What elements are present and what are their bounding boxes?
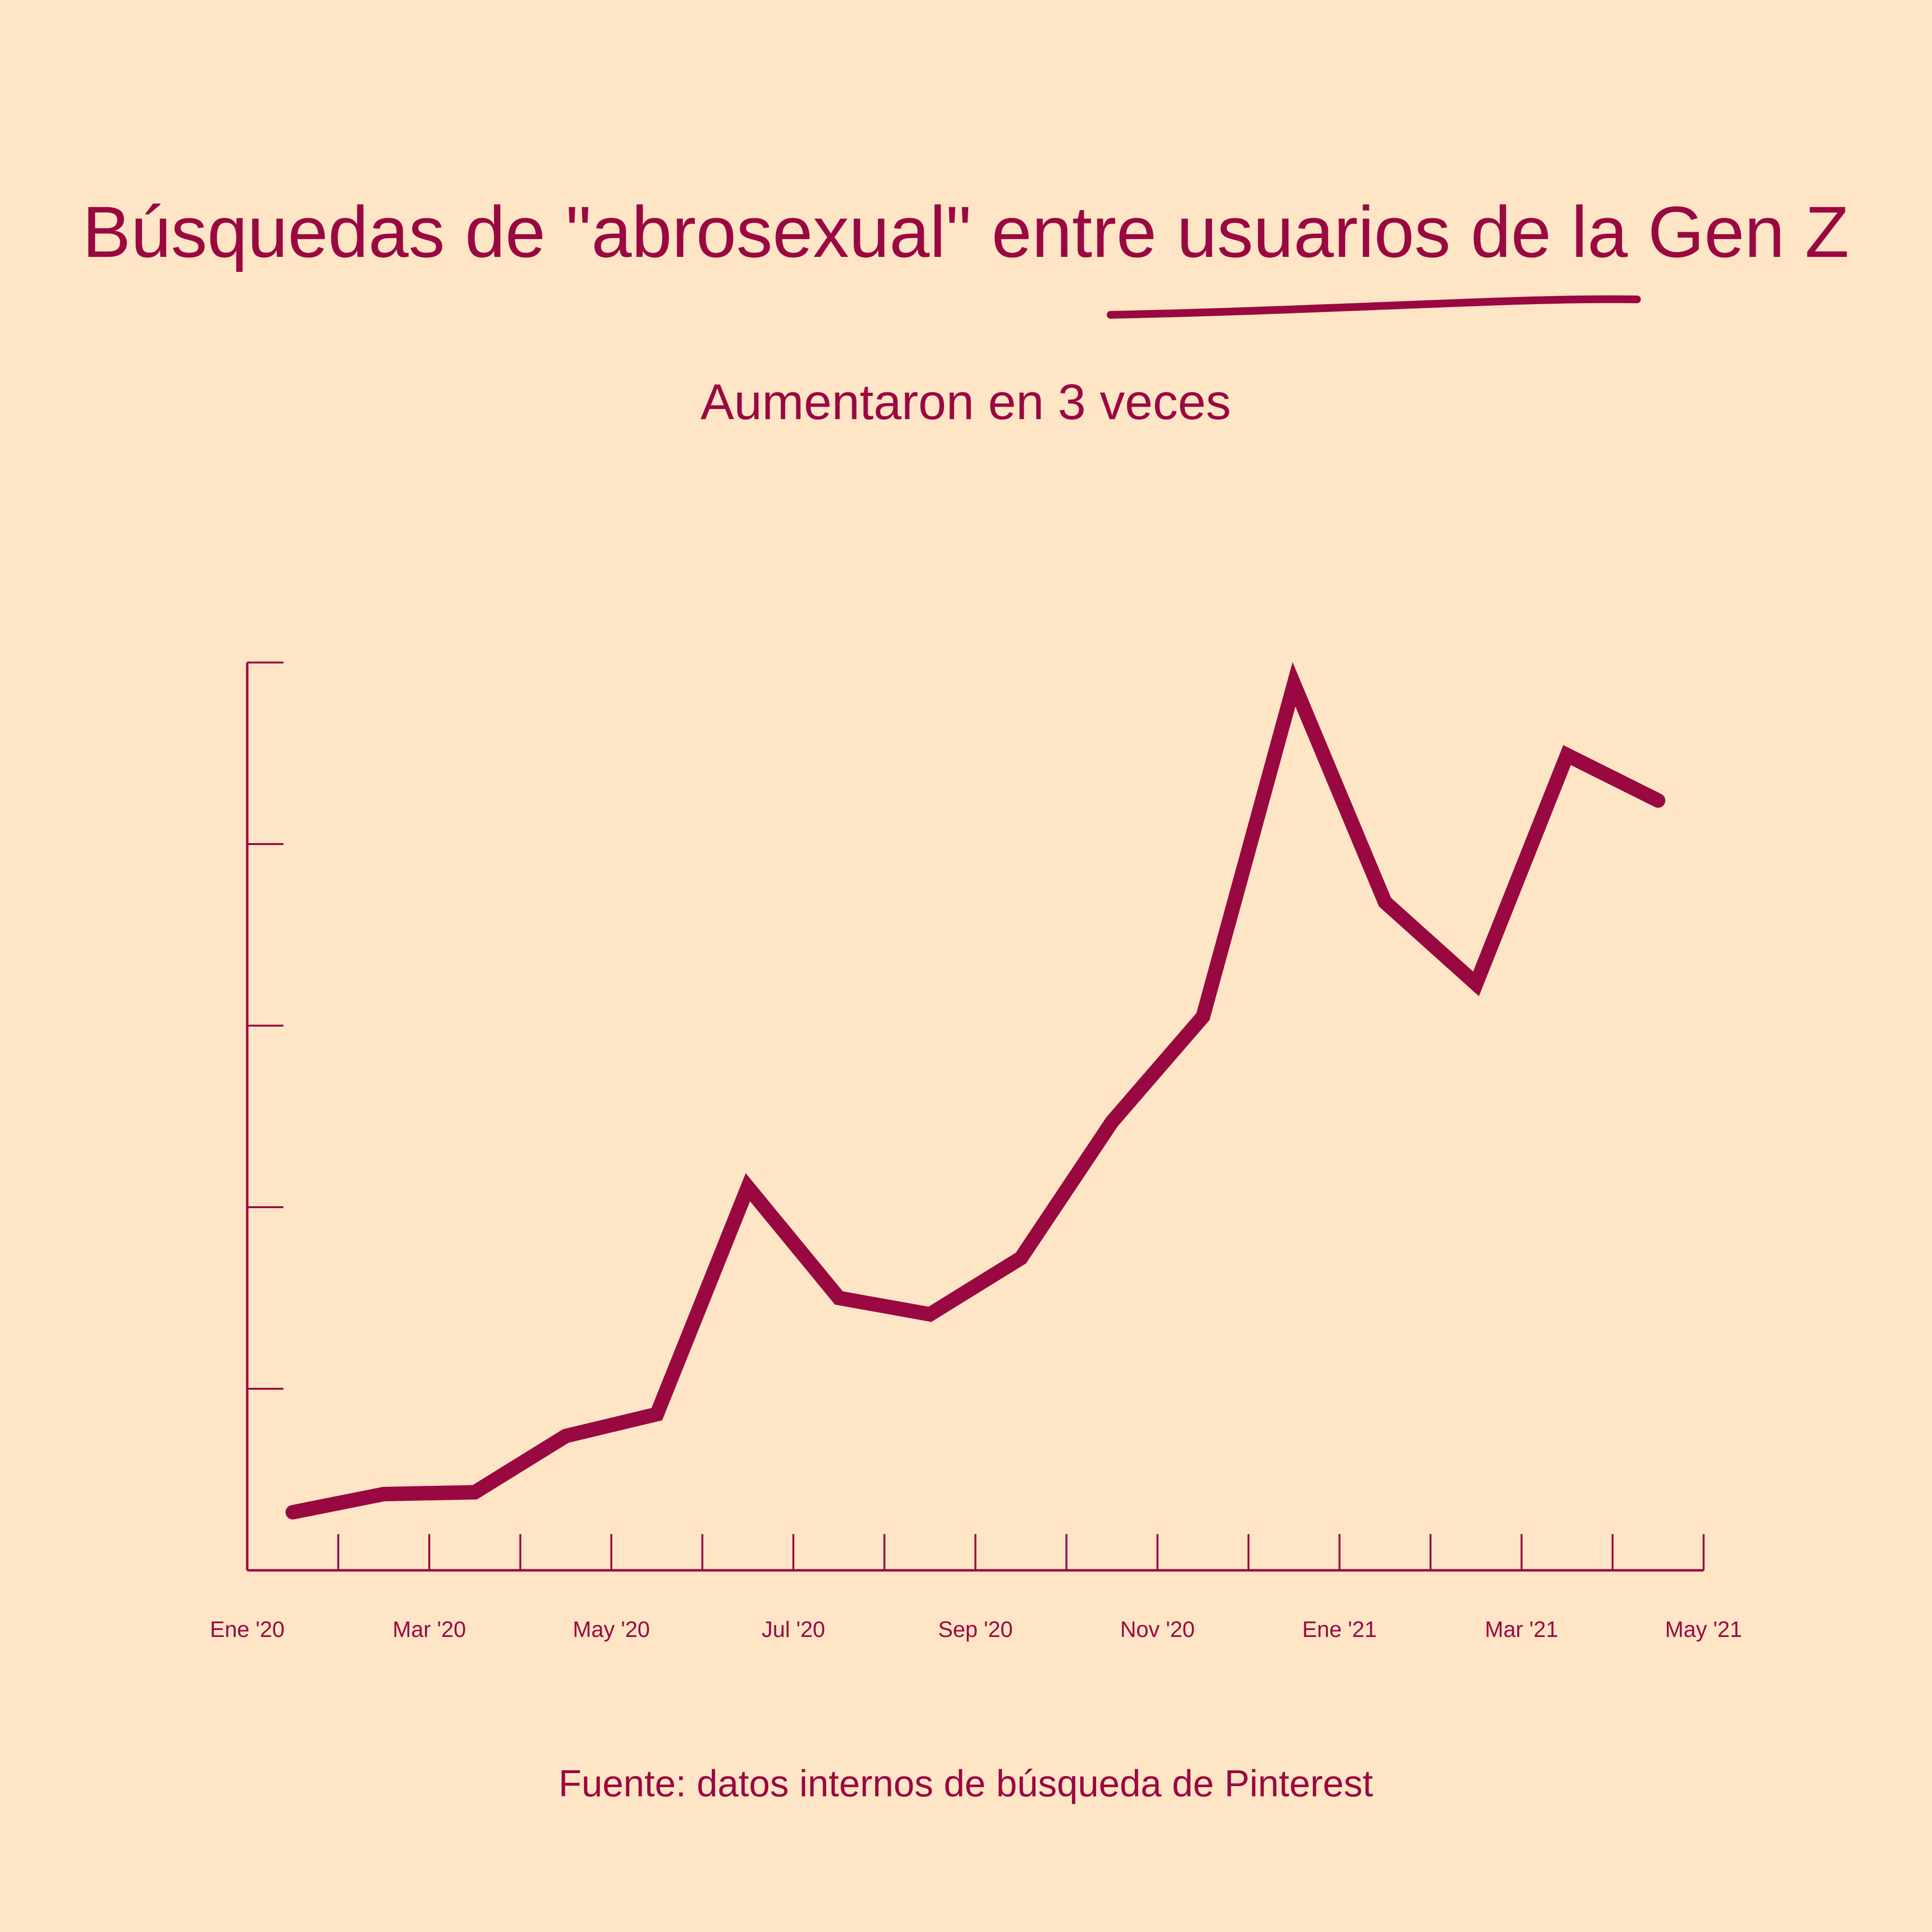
chart-subtitle: Aumentaron en 3 veces (701, 374, 1231, 430)
chart-source: Fuente: datos internos de búsqueda de Pi… (559, 1762, 1373, 1805)
title-underline (1107, 295, 1641, 319)
x-tick-label: Mar '20 (393, 1617, 466, 1642)
x-tick-label: Ene '20 (210, 1617, 285, 1642)
axes (246, 662, 1705, 1572)
x-tick-label: Sep '20 (938, 1617, 1013, 1642)
x-tick-label: Jul '20 (762, 1617, 825, 1642)
x-tick-labels: Ene '20 Mar '20 May '20 Jul '20 Sep '20 Nov '… (210, 1617, 1742, 1642)
series-line (285, 662, 1665, 1520)
x-tick-label: Nov '20 (1120, 1617, 1195, 1642)
x-tick-label: May '21 (1665, 1617, 1742, 1642)
series-group (285, 662, 1665, 1520)
x-tick-label: Mar '21 (1485, 1617, 1558, 1642)
chart-title: Búsquedas de "abrosexual" entre usuarios… (83, 191, 1849, 272)
x-tick-label: Ene '21 (1302, 1617, 1377, 1642)
x-tick-label: May '20 (573, 1617, 650, 1642)
